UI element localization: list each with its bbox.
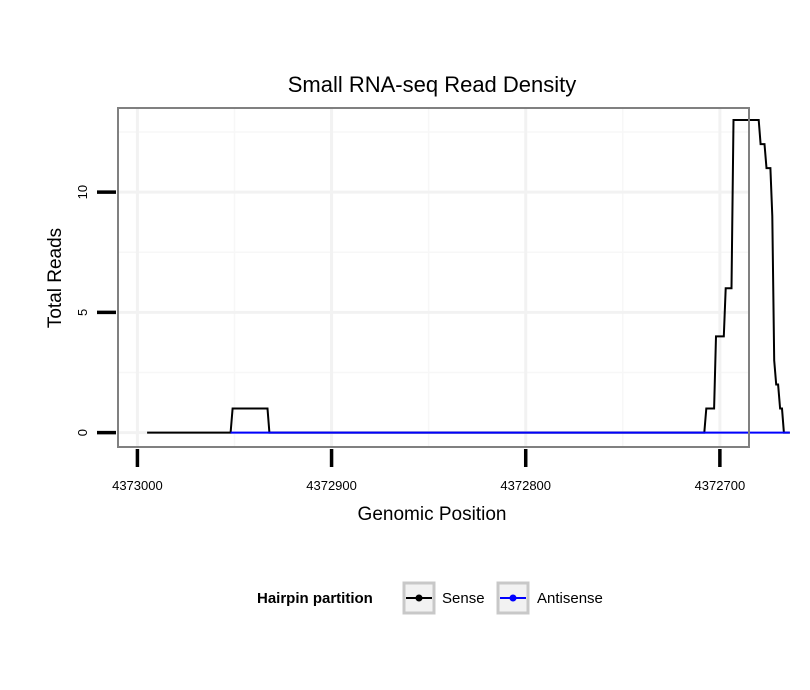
y-tick-label: 5 (75, 309, 90, 316)
plot-panel (118, 108, 749, 447)
legend-item-sense: Sense (402, 581, 485, 615)
legend-label-antisense: Antisense (537, 590, 603, 607)
legend-key-sense-dot (415, 594, 423, 602)
chart-title: Small RNA-seq Read Density (288, 72, 577, 97)
x-tick-label: 4372800 (500, 478, 551, 493)
legend-item-antisense: Antisense (496, 581, 603, 615)
legend-title: Hairpin partition (257, 590, 373, 607)
y-axis: 0 5 10 (75, 185, 116, 436)
y-axis-title: Total Reads (45, 228, 66, 328)
y-tick-label: 0 (75, 429, 90, 436)
x-axis-title: Genomic Position (358, 504, 507, 525)
x-axis: 4373000 4372900 4372800 4372700 (112, 449, 745, 493)
x-tick-label: 4372700 (695, 478, 746, 493)
legend-label-sense: Sense (442, 590, 485, 607)
x-tick-label: 4373000 (112, 478, 163, 493)
plot-border (117, 107, 750, 448)
y-tick-label: 10 (75, 185, 90, 199)
x-tick-label: 4372900 (306, 478, 357, 493)
legend-key-antisense-dot (509, 594, 517, 602)
legend: Hairpin partition Sense Antisense (257, 581, 603, 615)
